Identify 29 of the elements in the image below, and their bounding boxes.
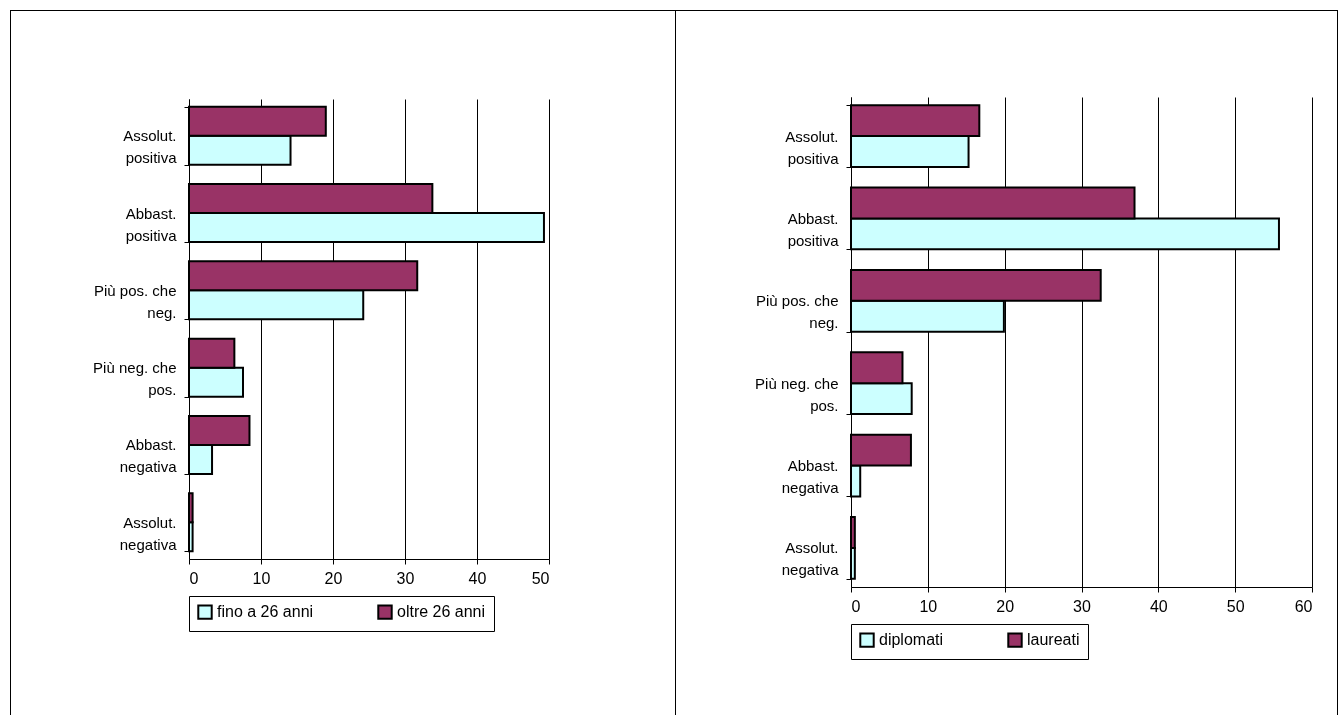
y-tick-label: Assolut. negativa (119, 513, 178, 553)
y-tick-label: Abbast. positiva (787, 209, 840, 249)
y-tick-label: Abbast. positiva (125, 204, 178, 244)
x-tick-label: 60 (1294, 597, 1313, 615)
y-tick-label: Assolut. negativa (781, 539, 840, 579)
y-tick-label: Assolut. positiva (123, 127, 178, 167)
y-tick-label: Abbast. negativa (119, 436, 178, 476)
x-tick-label: 10 (252, 569, 271, 587)
x-tick-label: 50 (1226, 597, 1245, 615)
x-tick-label: 10 (919, 597, 938, 615)
y-tick-label: Più neg. che pos. (755, 374, 839, 414)
x-tick-label: 30 (396, 569, 415, 587)
x-tick-label: 40 (468, 569, 487, 587)
y-tick-label: Più pos. che neg. (93, 281, 177, 321)
legend-label: laureati (1027, 631, 1080, 649)
y-tick-label: Più pos. che neg. (755, 292, 839, 332)
legend-label: fino a 26 anni (217, 603, 314, 621)
x-tick-label: 0 (851, 597, 861, 615)
legend-label: diplomati (879, 631, 944, 649)
x-tick-label: 0 (189, 569, 199, 587)
x-tick-label: 20 (324, 569, 343, 587)
y-tick-label: Più neg. che pos. (93, 359, 177, 399)
y-tick-label: Assolut. positiva (785, 127, 840, 167)
x-tick-label: 40 (1149, 597, 1168, 615)
x-tick-label: 50 (531, 569, 550, 587)
x-tick-label: 20 (996, 597, 1015, 615)
y-tick-label: Abbast. negativa (781, 457, 840, 497)
x-tick-label: 30 (1073, 597, 1091, 615)
legend-label: oltre 26 anni (397, 603, 486, 621)
